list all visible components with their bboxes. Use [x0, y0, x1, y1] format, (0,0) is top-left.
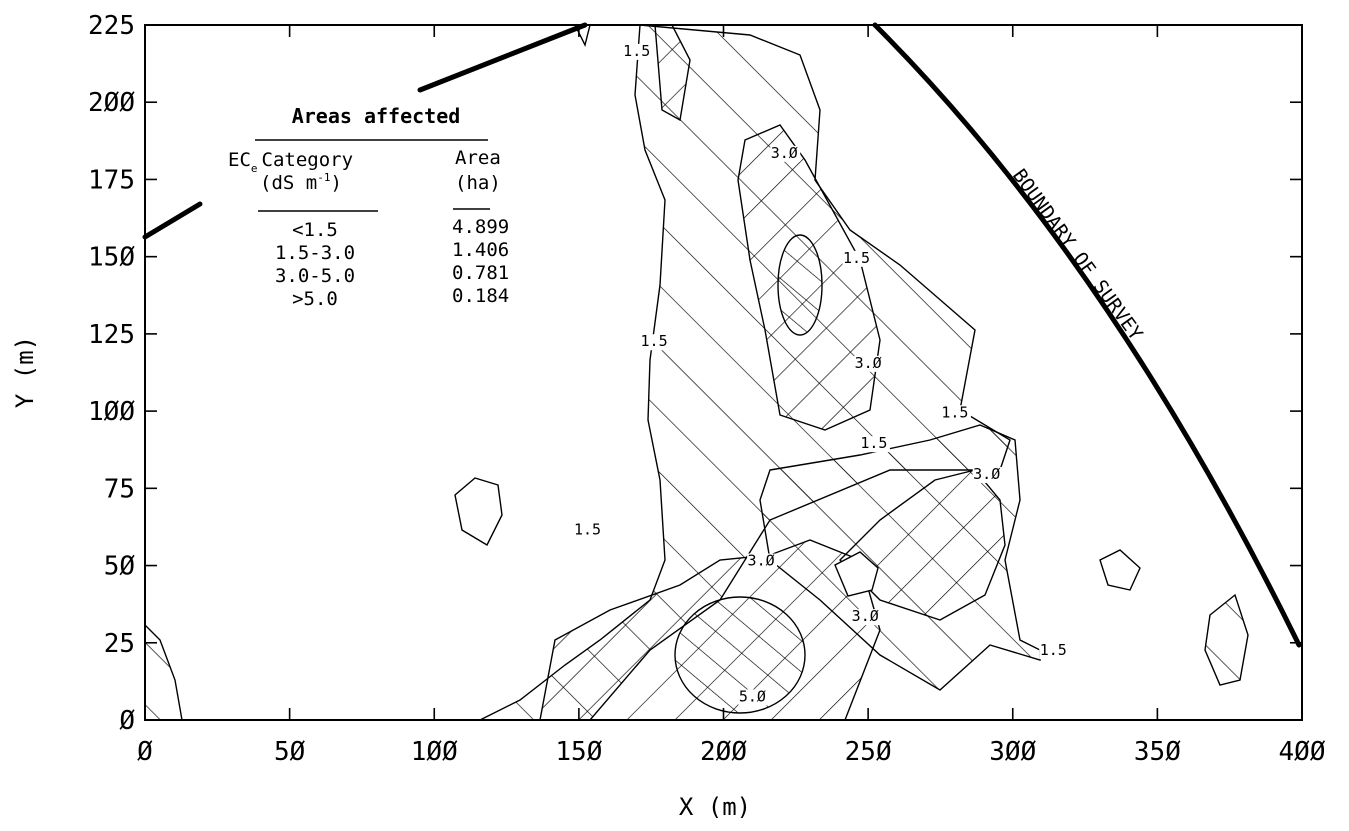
contour-label-bg — [622, 43, 653, 60]
contour-label: 3.Ø — [973, 465, 1000, 483]
area-header: Area — [455, 147, 501, 169]
contour-region-5-0 — [674, 596, 806, 714]
contour-label: 1.5 — [843, 249, 870, 267]
table-row-area: 0.184 — [452, 285, 509, 307]
contour-region-3-0 — [839, 469, 1006, 621]
table-row-area: 0.781 — [452, 262, 509, 284]
contour-label-bg — [1039, 643, 1070, 660]
contour-region-1-5 — [145, 624, 183, 720]
x-tick-label: 15Ø — [555, 737, 602, 767]
y-tick-label: 5Ø — [104, 552, 136, 582]
y-tick-label: 175 — [88, 165, 135, 195]
category-unit: (dS m-1) — [260, 171, 342, 194]
x-tick-label: 3ØØ — [989, 737, 1036, 767]
y-axis-title: Y (m) — [11, 336, 39, 408]
x-tick-label: 4ØØ — [1279, 737, 1326, 767]
contour-label-bg — [640, 334, 671, 351]
contour-label: 1.5 — [860, 434, 887, 452]
x-tick-label: 2ØØ — [700, 737, 747, 767]
table-row-category: 3.0-5.0 — [275, 265, 355, 287]
y-tick-label: 1ØØ — [88, 397, 135, 427]
table-row-area: 1.406 — [452, 239, 509, 261]
contour-label: 1.5 — [1040, 641, 1067, 659]
category-header: ECe Category — [228, 149, 353, 175]
contour-label-bg — [738, 689, 769, 706]
x-tick-label: 25Ø — [845, 737, 892, 767]
survey-boundary — [142, 22, 1302, 648]
contour-label-bg — [842, 250, 873, 267]
area-table: Areas affected ECe Category (dS m-1) Area… — [228, 104, 509, 310]
contour-label-bg — [573, 522, 604, 539]
contour-label-bg — [859, 436, 890, 453]
contour-region-1-5 — [1099, 549, 1141, 591]
table-row-area: 4.899 — [452, 216, 509, 238]
x-axis-title: X (m) — [679, 793, 751, 821]
table-row-category: 1.5-3.0 — [275, 242, 355, 264]
y-tick-label: 75 — [104, 474, 135, 504]
survey-boundary-line — [142, 201, 203, 240]
contour-label: 1.5 — [574, 521, 601, 539]
survey-boundary-line — [417, 22, 588, 93]
contour-regions — [145, 25, 1249, 720]
contour-region-5-0 — [777, 234, 823, 336]
contour-region-1-5 — [1204, 593, 1249, 686]
area-unit: (ha) — [455, 172, 501, 194]
contour-region-1-5 — [454, 477, 503, 546]
y-tick-label: 25 — [104, 629, 135, 659]
x-tick-label: Ø — [137, 737, 153, 767]
contour-label: 1.5 — [641, 332, 668, 350]
x-tick-label: 1ØØ — [411, 737, 458, 767]
contour-region-3-0 — [834, 551, 879, 597]
contour-labels: 1.5 3.Ø 1.5 1.5 3.Ø 1.5 1.5 3.Ø 1.5 3.Ø 3.Ø 1.5 5.Ø — [573, 42, 1070, 706]
contour-label-bg — [851, 609, 882, 626]
contour-label: 3.Ø — [855, 354, 882, 372]
table-row-category: <1.5 — [292, 219, 338, 241]
contour-label-bg — [854, 355, 885, 372]
x-tick-label: 35Ø — [1134, 737, 1181, 767]
x-tick-label: 5Ø — [274, 737, 306, 767]
contour-label: 5.Ø — [739, 687, 766, 705]
y-tick-label: 15Ø — [88, 243, 135, 273]
contour-label: 3.Ø — [852, 607, 879, 625]
axes: Ø 5Ø 1ØØ 15Ø 2ØØ 25Ø 3ØØ 35Ø 4ØØ Ø 25 5Ø 75 1ØØ 125 15Ø… — [88, 11, 1326, 767]
contour-label-bg — [770, 145, 801, 162]
area-table-title: Areas affected — [292, 104, 461, 128]
y-tick-label: 225 — [88, 11, 135, 41]
contour-region-1-5 — [574, 25, 591, 48]
y-tick-label: 2ØØ — [88, 88, 135, 118]
table-row-category: >5.0 — [292, 288, 338, 310]
y-tick-label: 125 — [88, 320, 135, 350]
contour-label: 3.Ø — [748, 552, 775, 570]
contour-label-bg — [940, 405, 971, 422]
contour-label-bg — [747, 553, 778, 570]
boundary-annotation: BOUNDARY OF SURVEY — [1008, 165, 1147, 345]
contour-label-bg — [972, 467, 1003, 484]
survey-boundary-line — [872, 22, 1302, 648]
y-tick-label: Ø — [119, 706, 135, 736]
contour-region-1-5 — [654, 25, 691, 122]
contour-label: 3.Ø — [771, 144, 798, 162]
contour-label: 1.5 — [623, 42, 650, 60]
contour-label: 1.5 — [941, 403, 968, 421]
